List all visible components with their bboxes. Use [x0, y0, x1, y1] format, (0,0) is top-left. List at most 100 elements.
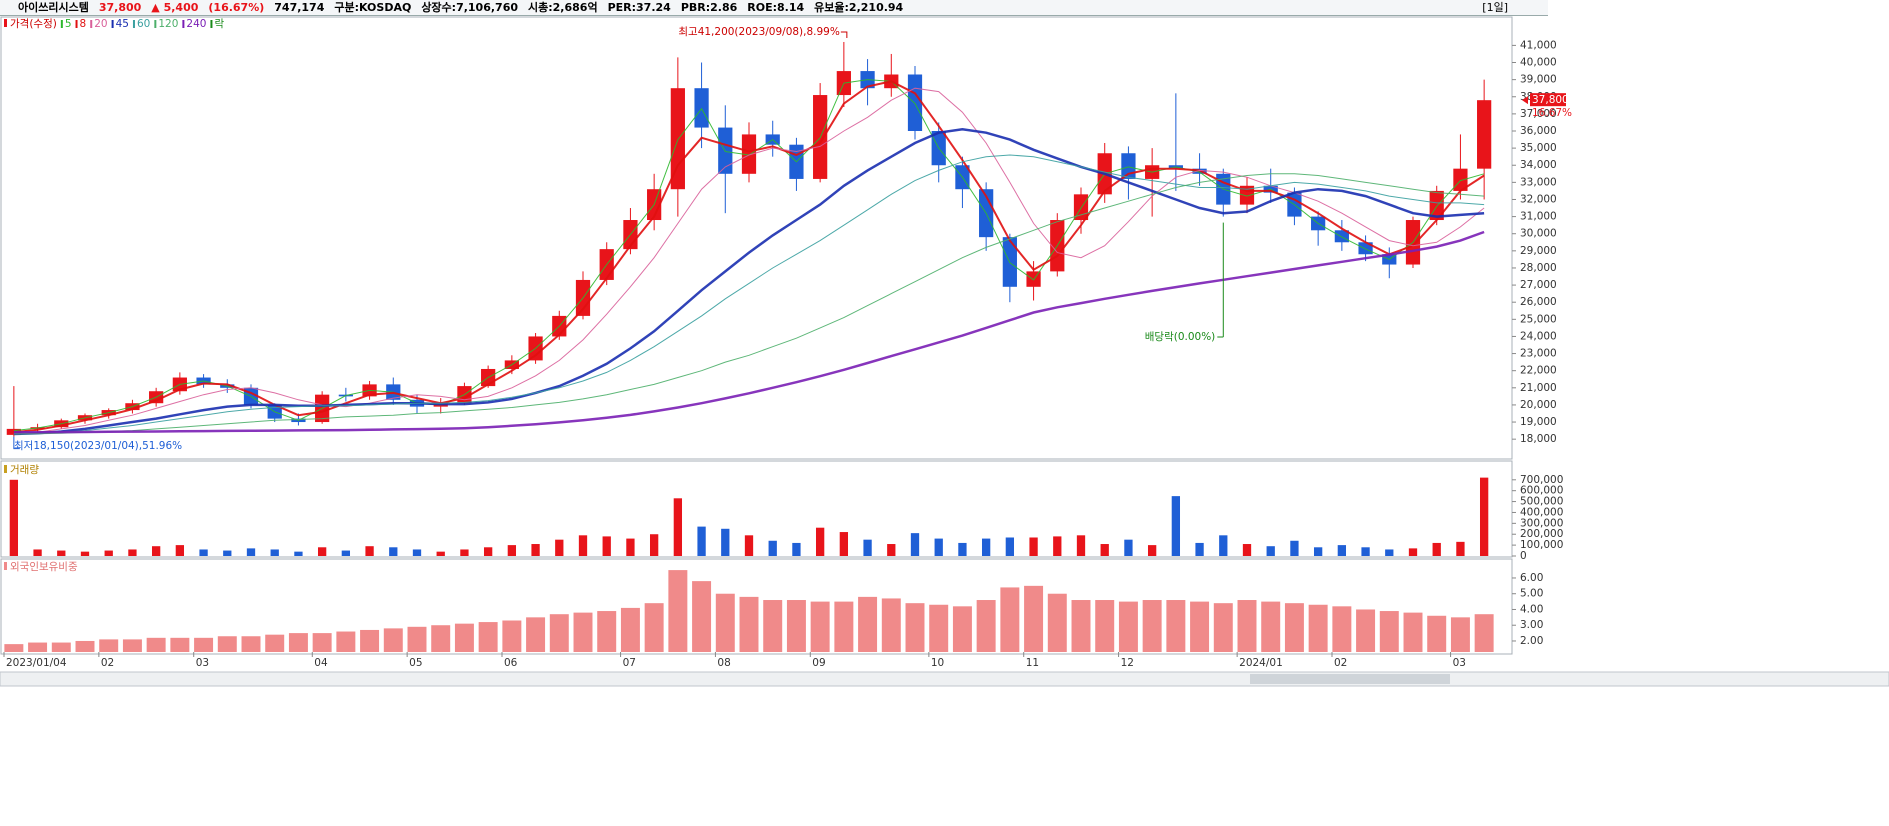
legend-marker: [4, 19, 7, 27]
bar: [1242, 544, 1252, 556]
bar: [929, 604, 949, 652]
bar: [265, 634, 285, 652]
bar: [454, 623, 474, 652]
legend-swatch: [132, 20, 135, 28]
bar: [383, 628, 403, 652]
last-price-pointer: [1522, 96, 1528, 105]
annotation-arrow: [840, 31, 848, 38]
bar: [863, 539, 872, 556]
bar: [4, 644, 24, 652]
bar: [578, 535, 588, 556]
bar: [1047, 593, 1067, 652]
bar: [1190, 601, 1210, 652]
bar: [1337, 545, 1347, 556]
y-tick-label: 400,000: [1520, 506, 1563, 518]
bar: [436, 551, 445, 556]
change: ▲ 5,400: [151, 1, 199, 14]
bar: [1379, 611, 1399, 652]
bar: [360, 629, 380, 652]
y-tick-label: 22,000: [1520, 365, 1557, 377]
bar: [597, 611, 617, 652]
moving-average-line: [13, 173, 1485, 435]
bar: [958, 542, 967, 556]
bar: [270, 549, 279, 556]
y-tick-label: 31,000: [1520, 211, 1557, 223]
legend-swatch: [75, 20, 78, 28]
reserve-ratio: 유보율:2,210.94: [814, 1, 904, 14]
y-tick-label: 23,000: [1520, 348, 1557, 360]
bar: [170, 637, 190, 652]
x-tick-label: 03: [1453, 657, 1466, 669]
bar: [175, 545, 185, 556]
bar: [80, 551, 90, 556]
scrollbar[interactable]: [0, 671, 1889, 687]
market: 구분:KOSDAQ: [334, 1, 412, 14]
bar: [246, 548, 256, 556]
bar: [1219, 535, 1228, 556]
bar: [146, 637, 166, 652]
bar: [1095, 600, 1115, 652]
legend-entry: 60: [137, 18, 150, 30]
bar: [673, 498, 683, 556]
bar: [1100, 544, 1109, 556]
bar: [407, 626, 427, 652]
pbr: PBR:2.86: [680, 1, 738, 14]
ex-dividend-annotation: 배당락(0.00%): [1145, 331, 1216, 343]
y-tick-label: 2.00: [1520, 635, 1543, 647]
low-annotation: 최저18,150(2023/01/04),51.96%: [14, 440, 182, 452]
bar: [151, 546, 161, 556]
bar: [555, 539, 564, 556]
y-tick-label: 30,000: [1520, 228, 1557, 240]
x-tick-label: 2024/01: [1239, 657, 1283, 669]
scroll-thumb[interactable]: [1250, 674, 1450, 684]
bar: [1266, 546, 1275, 556]
bar: [649, 534, 659, 556]
period-button[interactable]: [1일]: [1482, 1, 1508, 14]
legend-entry: 8: [80, 18, 87, 30]
bar: [526, 617, 546, 652]
bar: [549, 614, 569, 652]
bar: [934, 538, 943, 556]
y-tick-label: 200,000: [1520, 528, 1563, 540]
bar: [626, 538, 635, 556]
bar: [75, 640, 95, 652]
moving-average-line: [13, 128, 1485, 436]
bar: [910, 533, 920, 556]
legend-entry: 락: [214, 18, 224, 30]
candle-body: [670, 88, 685, 190]
bar: [697, 526, 706, 556]
y-tick-label: 29,000: [1520, 245, 1557, 257]
y-tick-label: 27,000: [1520, 279, 1557, 291]
y-tick-label: 40,000: [1520, 57, 1557, 69]
panel-marker: [4, 465, 7, 473]
bar: [739, 596, 759, 652]
legend-entry: 120: [158, 18, 178, 30]
y-tick-label: 39,000: [1520, 74, 1557, 86]
legend-swatch: [111, 20, 114, 28]
bar: [981, 538, 991, 556]
bar: [1432, 542, 1441, 556]
bar: [1479, 477, 1489, 556]
legend-swatch: [182, 20, 185, 28]
y-tick-label: 700,000: [1520, 474, 1563, 486]
stock-name[interactable]: 아이쓰리시스템: [18, 1, 89, 14]
y-tick-label: 100,000: [1520, 539, 1563, 551]
legend-entry: 20: [94, 18, 107, 30]
x-tick-label: 08: [717, 657, 730, 669]
y-tick-label: 6.00: [1520, 572, 1543, 584]
y-tick-label: 0: [1520, 550, 1527, 562]
moving-average-line: [13, 80, 1485, 434]
bar: [1427, 615, 1447, 652]
y-tick-label: 35,000: [1520, 142, 1557, 154]
bar: [768, 540, 777, 556]
bar: [1361, 547, 1370, 556]
bar: [531, 544, 540, 556]
y-tick-label: 5.00: [1520, 588, 1543, 600]
bar: [1076, 535, 1086, 556]
panel-title: 거래량: [10, 464, 39, 476]
bar: [241, 636, 261, 652]
header-bar: 아이쓰리시스템 37,800 ▲ 5,400 (16.67%) 747,174 …: [0, 0, 1548, 16]
panel-title: 외국인보유비중: [10, 561, 78, 573]
y-tick-label: 600,000: [1520, 485, 1563, 497]
candle-body: [1334, 230, 1349, 243]
